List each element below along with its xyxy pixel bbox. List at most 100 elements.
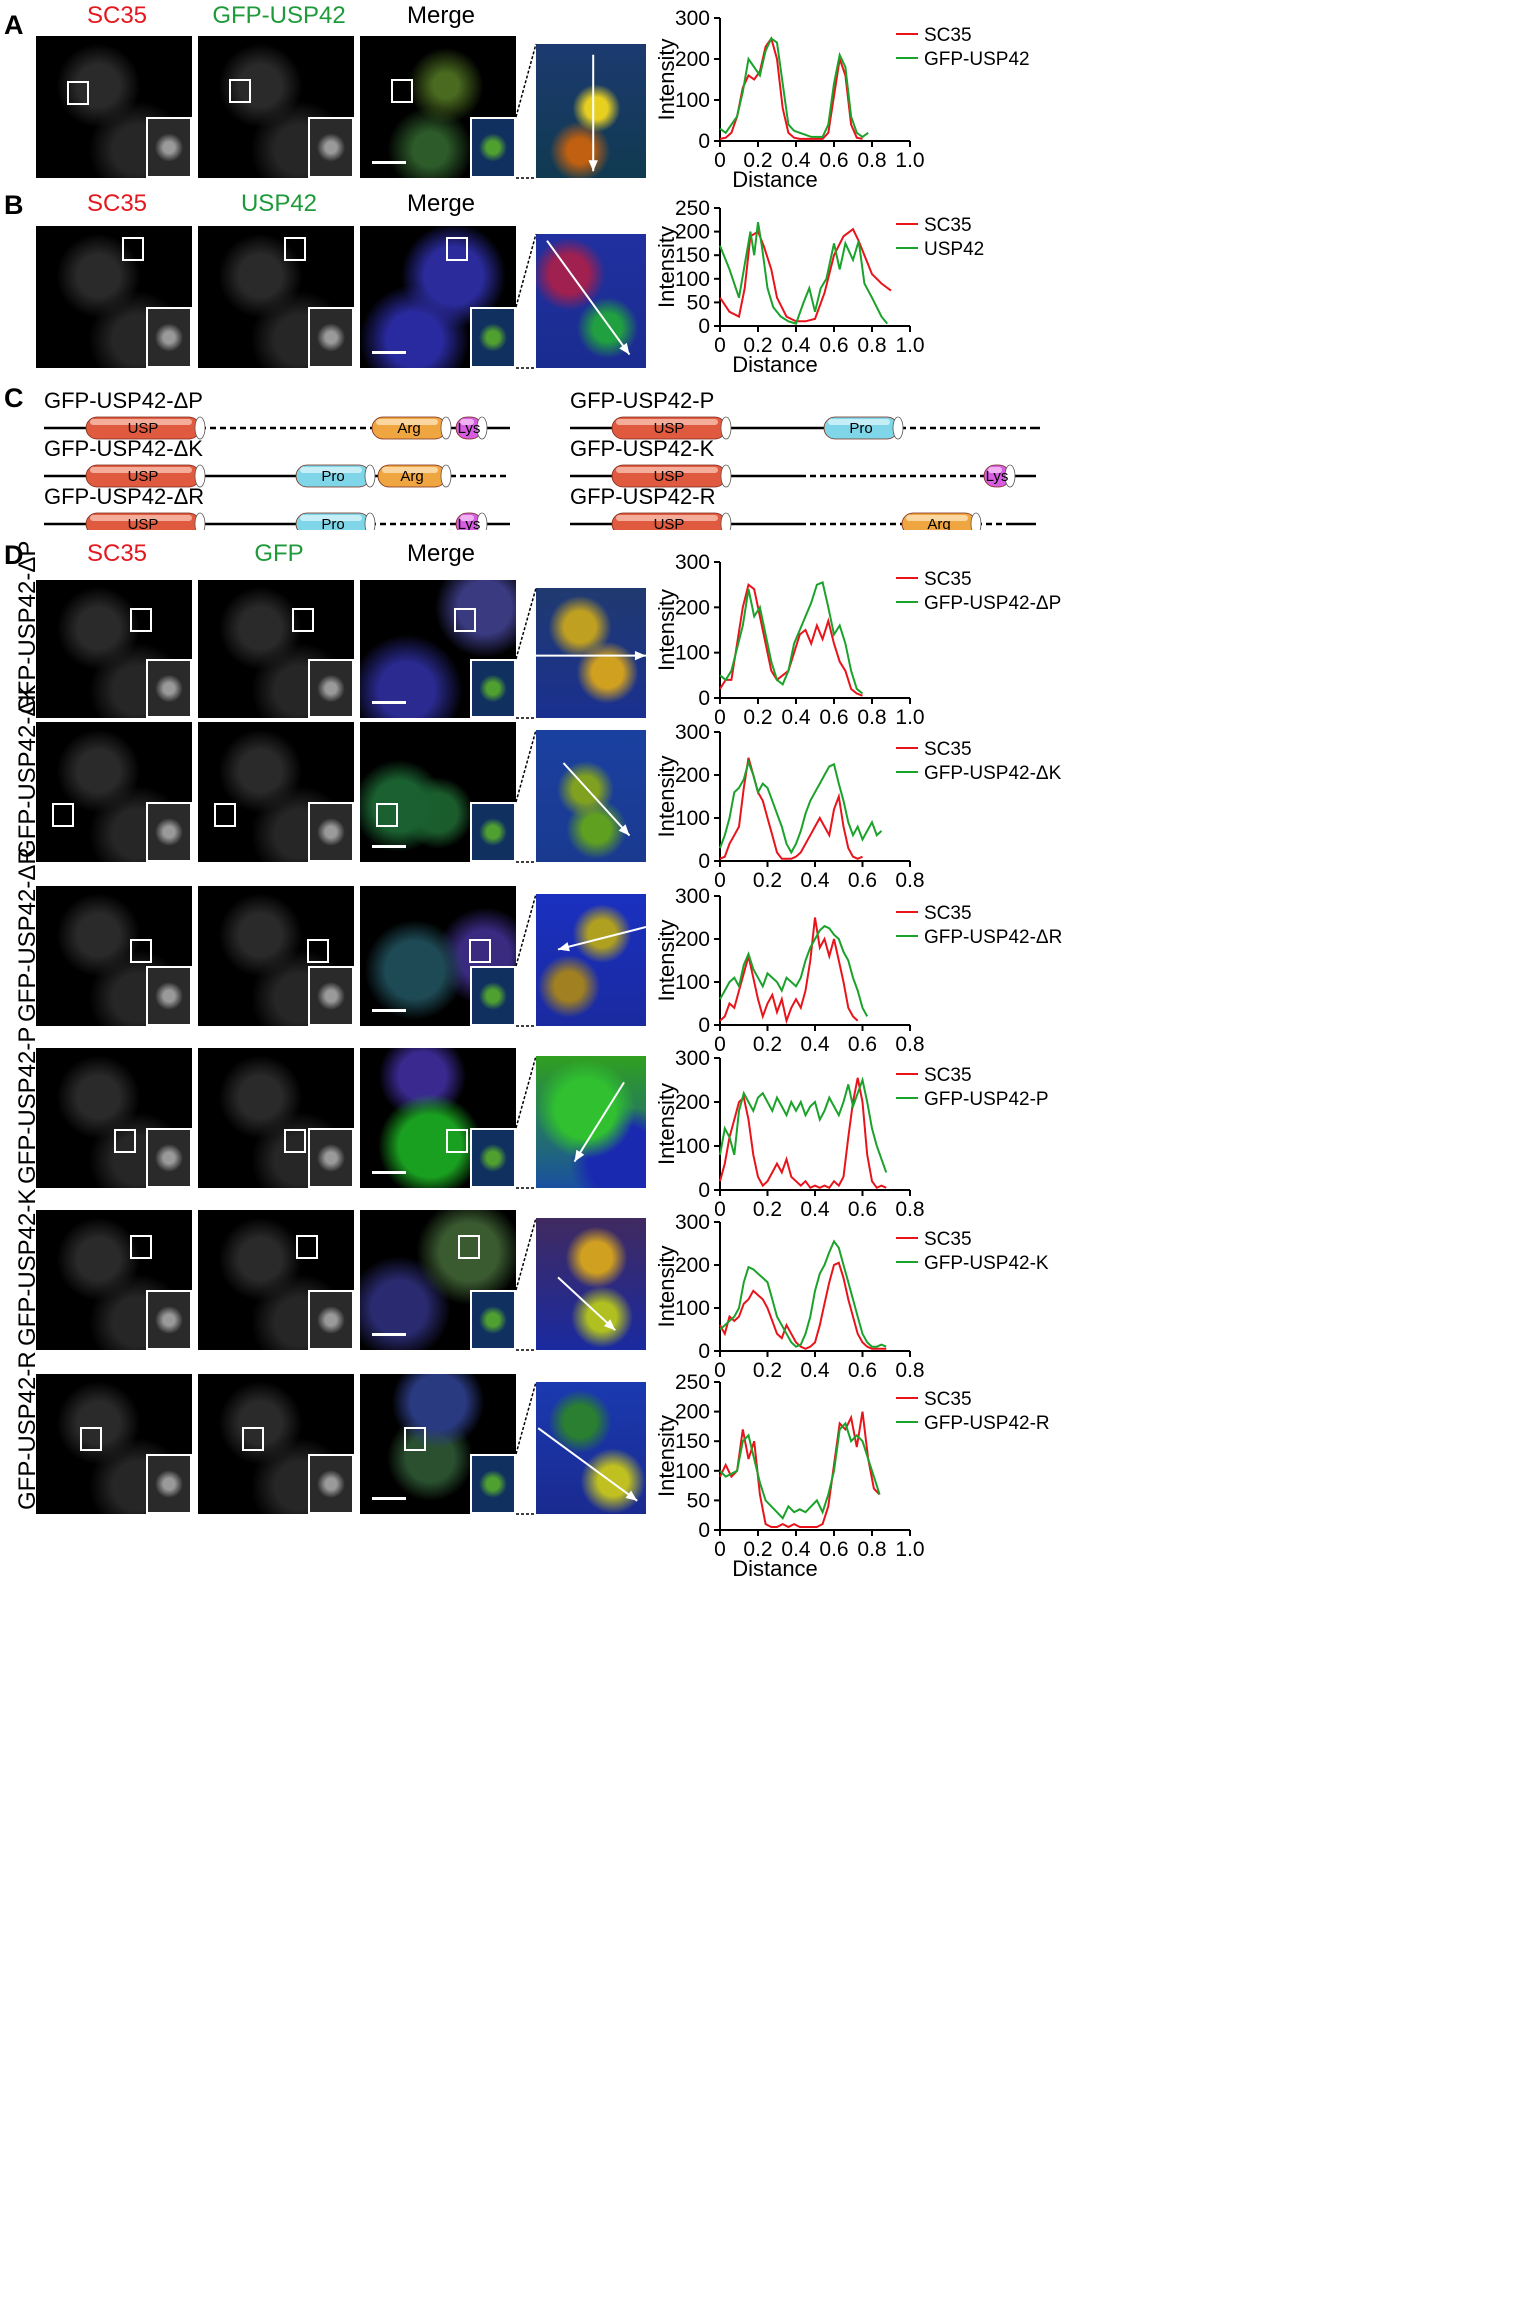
x-tick-label: 0.4 (781, 149, 811, 172)
selection-box (52, 803, 74, 827)
zoom-connector (515, 1217, 537, 1351)
x-axis-label: Distance (732, 352, 818, 377)
series-line-gfp (719, 581, 864, 695)
y-tick-label: 200 (675, 1091, 710, 1114)
zoom-panel-row4 (536, 730, 646, 862)
y-tick-label: 300 (675, 551, 710, 574)
legend-label: GFP-USP42 (924, 49, 1030, 70)
x-tick-label: 0.2 (753, 1198, 782, 1221)
x-tick-label: 0 (714, 869, 726, 892)
y-tick-label: 50 (687, 1489, 710, 1512)
zoom-connector (515, 729, 537, 863)
selection-box (469, 939, 491, 963)
domain-label: USP (654, 468, 685, 485)
x-tick-label: 0.8 (857, 149, 886, 172)
y-tick-label: 300 (675, 721, 710, 744)
arrow-head (625, 1490, 638, 1501)
magnified-inset (470, 1128, 516, 1188)
y-axis-label: Intensity (654, 589, 679, 671)
x-tick-label: 0.2 (753, 1359, 782, 1382)
y-tick-label: 250 (675, 1371, 710, 1394)
x-tick-label: 1.0 (895, 1538, 924, 1561)
micrograph-row3-green (198, 580, 354, 718)
legend-label: GFP-USP42-R (924, 1413, 1050, 1434)
x-tick-label: 0.6 (819, 334, 848, 357)
title-a-gfp-usp42: GFP-USP42 (212, 2, 346, 29)
domain-label: USP (654, 516, 685, 530)
selection-box (404, 1427, 426, 1451)
x-tick-label: 0 (714, 149, 726, 172)
magnified-inset (470, 1290, 516, 1350)
arrow-head (634, 650, 646, 661)
profile-arrow (557, 926, 646, 951)
domain-label: USP (128, 420, 159, 437)
arrow-head (588, 160, 598, 172)
x-tick-label: 0 (714, 706, 726, 729)
selection-box (454, 608, 476, 632)
magnified-inset (308, 966, 354, 1026)
arrow-head (619, 342, 630, 355)
micrograph-row8-green (198, 1374, 354, 1514)
construct-label: GFP-USP42-R (570, 484, 715, 509)
y-axis-label: Intensity (654, 1246, 679, 1328)
x-tick-label: 0.6 (819, 149, 848, 172)
micrograph-row5-merge (360, 886, 516, 1026)
construct-5: GFP-USP42-K USP Lys (570, 436, 1036, 488)
legend-label: GFP-USP42-ΔP (924, 593, 1061, 614)
x-tick-label: 0.2 (753, 869, 782, 892)
magnified-inset (308, 659, 354, 718)
y-tick-label: 200 (675, 1401, 710, 1424)
selection-box (284, 1129, 306, 1153)
profile-arrow (562, 762, 631, 837)
legend-label: SC35 (924, 25, 972, 46)
selection-box (130, 608, 152, 632)
series-line-gfp (719, 1239, 887, 1348)
selection-box (214, 803, 236, 827)
domain-arg: Arg (377, 464, 452, 488)
y-tick-label: 300 (675, 1047, 710, 1070)
legend-label: GFP-USP42-ΔR (924, 927, 1062, 948)
y-axis-label: Intensity (654, 920, 679, 1002)
y-tick-label: 100 (675, 1460, 710, 1483)
arrow-head (558, 942, 570, 952)
selection-box (391, 79, 413, 103)
y-tick-label: 100 (675, 268, 710, 291)
selection-box (229, 79, 251, 103)
magnified-inset (146, 117, 192, 178)
y-axis-label: Intensity (654, 756, 679, 838)
magnified-inset (146, 802, 192, 862)
arrow-head (574, 1149, 585, 1162)
domain-lys: Lys (983, 464, 1016, 488)
selection-box (296, 1235, 318, 1259)
legend-label: USP42 (924, 239, 984, 260)
row-label: GFP-USP42-K (14, 1188, 41, 1346)
x-tick-label: 0.6 (819, 706, 848, 729)
domain-label: Arg (397, 420, 420, 437)
zoom-panel-row1 (536, 44, 646, 178)
scale-bar (372, 845, 406, 848)
series-line-gfp (719, 924, 869, 1017)
x-tick-label: 0.2 (743, 149, 772, 172)
domain-label: USP (128, 468, 159, 485)
title-b-usp42: USP42 (240, 190, 318, 217)
zoom-panel-row8 (536, 1382, 646, 1514)
x-tick-label: 1.0 (895, 149, 924, 172)
series-line-sc35 (719, 582, 863, 697)
x-tick-label: 0.4 (781, 1538, 811, 1561)
selection-box (242, 1427, 264, 1451)
micrograph-row4-merge (360, 722, 516, 862)
domain-usp: USP (85, 464, 206, 488)
domain-label: Lys (458, 420, 481, 437)
profile-arrow (546, 240, 631, 356)
series-line-gfp (719, 222, 888, 325)
y-tick-label: 200 (675, 221, 710, 244)
selection-box (284, 237, 306, 261)
x-tick-label: 0 (714, 334, 726, 357)
domain-arg: Arg (901, 512, 982, 530)
x-axis-label: Distance (732, 167, 818, 192)
scale-bar (372, 1333, 406, 1336)
y-tick-label: 300 (675, 1211, 710, 1234)
selection-box (446, 237, 468, 261)
title-a-merge: Merge (406, 2, 476, 29)
